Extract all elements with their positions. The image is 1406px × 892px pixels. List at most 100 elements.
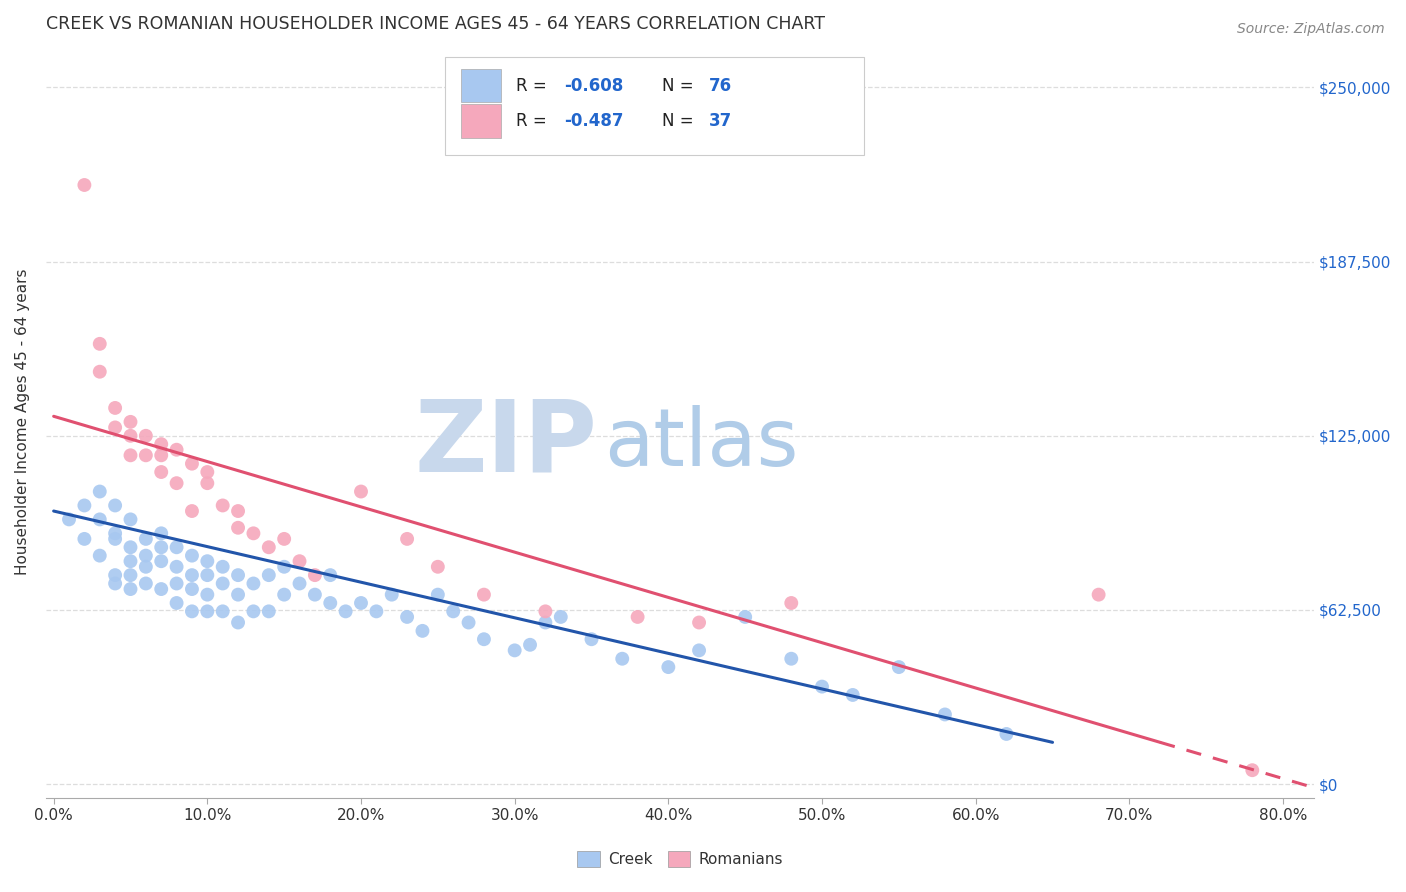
Point (166, 541, 188, 555)
Point (181, 549, 204, 563)
Point (273, 588, 295, 602)
Point (226, 615, 249, 630)
Point (581, 632, 603, 647)
Point (211, 499, 233, 513)
Text: -0.608: -0.608 (564, 77, 624, 95)
Point (426, 588, 449, 602)
Point (166, 442, 188, 457)
Point (166, 476, 188, 491)
Point (150, 437, 173, 451)
Point (734, 610, 756, 624)
Point (89, 484, 111, 499)
Point (396, 532, 419, 546)
Point (304, 568, 326, 582)
Point (120, 429, 142, 443)
Point (612, 651, 634, 665)
Point (534, 615, 557, 630)
Point (181, 568, 204, 582)
Point (304, 588, 326, 602)
Point (288, 554, 311, 568)
Text: 76: 76 (709, 77, 733, 95)
Text: R =: R = (516, 112, 553, 130)
Point (89, 549, 111, 563)
Point (166, 576, 188, 591)
Point (73, 178, 96, 192)
Point (195, 465, 218, 479)
Text: 37: 37 (709, 112, 733, 130)
Point (257, 604, 280, 618)
Point (887, 660, 910, 674)
Point (135, 429, 157, 443)
Point (780, 651, 803, 665)
Point (150, 526, 173, 541)
Point (657, 660, 679, 674)
Text: ZIP: ZIP (415, 396, 598, 493)
Point (120, 554, 142, 568)
Point (688, 615, 710, 630)
Point (457, 615, 479, 630)
Point (226, 521, 249, 535)
Point (366, 604, 388, 618)
Point (688, 643, 710, 657)
Point (58, 512, 80, 526)
Point (89, 365, 111, 379)
Point (104, 401, 127, 415)
Point (550, 610, 572, 624)
Point (519, 638, 541, 652)
Point (503, 643, 526, 657)
Point (120, 415, 142, 429)
Point (273, 559, 295, 574)
Point (257, 568, 280, 582)
Point (226, 504, 249, 518)
Point (150, 541, 173, 555)
Text: Source: ZipAtlas.com: Source: ZipAtlas.com (1237, 22, 1385, 37)
Point (181, 457, 204, 471)
Point (472, 632, 495, 647)
Point (195, 554, 218, 568)
Point (995, 727, 1018, 741)
Point (211, 576, 233, 591)
Point (350, 484, 373, 499)
Point (150, 582, 173, 596)
Legend: Creek, Romanians: Creek, Romanians (571, 845, 789, 873)
Point (226, 568, 249, 582)
Point (780, 596, 803, 610)
Point (273, 532, 295, 546)
Y-axis label: Householder Income Ages 45 - 64 years: Householder Income Ages 45 - 64 years (15, 268, 30, 575)
Point (89, 336, 111, 351)
Point (181, 582, 204, 596)
Point (811, 680, 834, 694)
Point (426, 559, 449, 574)
Point (120, 512, 142, 526)
Point (195, 604, 218, 618)
Point (104, 576, 127, 591)
Point (150, 465, 173, 479)
Text: R =: R = (516, 77, 553, 95)
Point (472, 588, 495, 602)
Point (211, 559, 233, 574)
Point (120, 448, 142, 462)
Point (120, 568, 142, 582)
Point (104, 532, 127, 546)
Point (242, 526, 264, 541)
Point (104, 526, 127, 541)
Point (135, 549, 157, 563)
Text: CREEK VS ROMANIAN HOUSEHOLDER INCOME AGES 45 - 64 YEARS CORRELATION CHART: CREEK VS ROMANIAN HOUSEHOLDER INCOME AGE… (46, 15, 825, 33)
Point (211, 604, 233, 618)
Point (195, 588, 218, 602)
Point (335, 604, 357, 618)
Point (242, 604, 264, 618)
Point (89, 512, 111, 526)
Point (195, 568, 218, 582)
Point (934, 707, 956, 722)
Text: N =: N = (662, 112, 699, 130)
Point (135, 448, 157, 462)
Point (1241, 763, 1264, 777)
Text: -0.487: -0.487 (564, 112, 624, 130)
Point (166, 596, 188, 610)
Point (195, 476, 218, 491)
Point (104, 420, 127, 434)
Point (104, 568, 127, 582)
Point (534, 604, 557, 618)
Point (181, 504, 204, 518)
